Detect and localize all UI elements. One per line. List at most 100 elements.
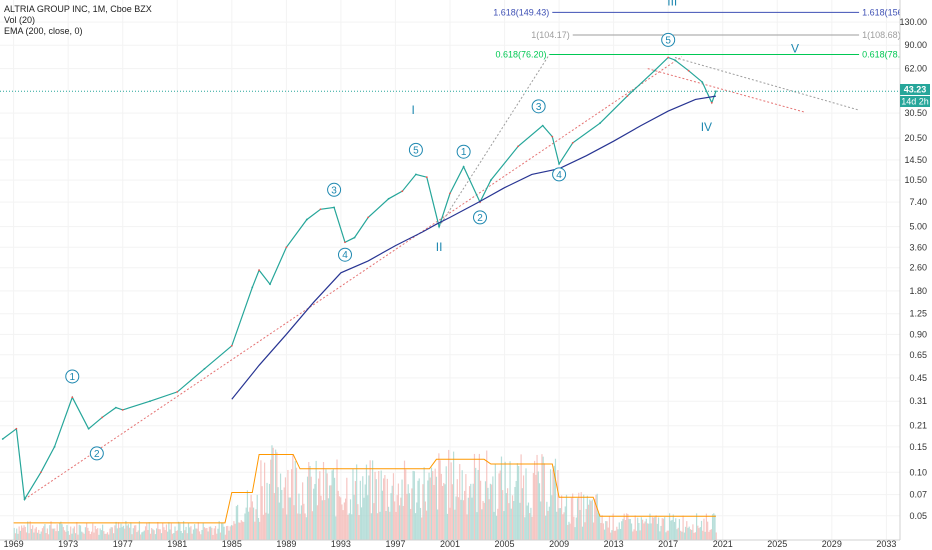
price-point	[551, 135, 554, 138]
y-tick-label: 0.21	[909, 421, 927, 431]
volume-bar	[397, 483, 399, 540]
volume-bar	[520, 454, 522, 540]
volume-bar	[657, 517, 660, 540]
fib-level-right-label: 1.618(156.71)	[862, 7, 918, 17]
volume-bar	[536, 454, 538, 540]
volume-bar	[476, 512, 478, 540]
wave-label-minor: 4	[342, 250, 348, 261]
volume-bar	[558, 508, 560, 540]
volume-bar	[300, 505, 303, 540]
volume-bar	[30, 528, 33, 540]
volume-bar	[597, 512, 600, 540]
volume-bar	[55, 531, 57, 540]
volume-bar	[130, 522, 132, 540]
x-tick-label: 2005	[495, 539, 515, 549]
volume-bar	[627, 514, 629, 540]
volume-bar	[389, 511, 391, 540]
price-point	[715, 90, 717, 93]
volume-bar	[591, 499, 593, 540]
volume-bar	[643, 523, 645, 540]
volume-bar	[183, 521, 185, 540]
volume-bar	[707, 521, 709, 540]
volume-bar	[136, 532, 138, 540]
volume-bar	[562, 514, 564, 540]
volume-bar	[640, 517, 642, 540]
volume-bar	[407, 484, 409, 540]
volume-bar	[526, 505, 528, 540]
price-point	[387, 197, 390, 200]
volume-bar	[100, 530, 102, 540]
volume-bar	[87, 527, 89, 540]
volume-bar	[468, 486, 471, 540]
volume-bar	[595, 494, 597, 540]
volume-bar	[532, 473, 534, 540]
volume-bar	[151, 527, 153, 540]
volume-bar	[173, 533, 175, 540]
volume-bar	[600, 522, 602, 540]
volume-bar	[264, 462, 266, 540]
y-tick-label: 20.50	[904, 133, 927, 143]
price-point	[101, 416, 104, 419]
volume-bar	[605, 521, 607, 540]
volume-bar	[40, 531, 42, 540]
volume-bar	[201, 529, 203, 540]
volume-bar	[185, 526, 187, 540]
volume-bar	[606, 521, 608, 540]
volume-bar	[270, 459, 272, 540]
volume-bar	[13, 527, 15, 540]
wave-label-minor: 1	[69, 372, 75, 383]
volume-bar	[32, 525, 34, 540]
volume-bar	[203, 527, 206, 540]
price-point	[626, 95, 629, 98]
volume-bar	[623, 513, 625, 540]
volume-bar	[251, 501, 253, 540]
volume-bar	[552, 469, 554, 540]
volume-bar	[190, 526, 192, 540]
volume-bar	[169, 529, 171, 540]
volume-bar	[71, 533, 73, 540]
volume-bar	[241, 521, 244, 540]
price-point	[15, 427, 18, 430]
y-tick-label: 0.05	[909, 511, 927, 521]
volume-bar	[325, 469, 327, 540]
volume-bar	[306, 476, 309, 540]
volume-bar	[167, 531, 169, 540]
volume-bar	[275, 449, 277, 540]
price-point	[149, 400, 151, 403]
volume-bar	[95, 529, 98, 540]
volume-bar	[92, 523, 94, 540]
volume-bar	[303, 503, 305, 540]
wave-label-minor-circle	[327, 182, 342, 197]
wave-label-minor: 5	[665, 35, 671, 46]
volume-bar	[505, 493, 507, 540]
volume-bar	[471, 497, 473, 540]
price-point	[367, 216, 370, 219]
volume-pane	[13, 445, 717, 540]
volume-bar	[456, 479, 458, 540]
volume-bar	[484, 481, 487, 540]
volume-bar	[650, 523, 652, 540]
volume-ma-line	[13, 454, 716, 524]
price-point	[571, 141, 574, 144]
volume-bar	[330, 485, 332, 540]
y-tick-label: 0.31	[909, 396, 927, 406]
volume-bar	[99, 528, 101, 540]
volume-bar	[319, 471, 321, 540]
volume-bar	[129, 527, 131, 540]
volume-bar	[189, 527, 191, 540]
volume-bar	[292, 454, 294, 540]
volume-bar	[494, 464, 496, 540]
volume-bar	[266, 482, 268, 540]
volume-bar	[545, 515, 547, 540]
volume-bar	[56, 524, 58, 540]
volume-bar	[212, 534, 214, 540]
volume-bar	[666, 530, 668, 540]
volume-bar	[29, 521, 31, 540]
volume-bar	[709, 530, 711, 540]
price-point	[115, 406, 117, 409]
fib-level-right-label: 0.618(78.98)	[862, 50, 913, 60]
wave-label-minor: 4	[556, 170, 562, 181]
volume-bar	[200, 534, 202, 540]
wave-label-major: IV	[701, 120, 712, 134]
volume-bar	[213, 528, 215, 540]
